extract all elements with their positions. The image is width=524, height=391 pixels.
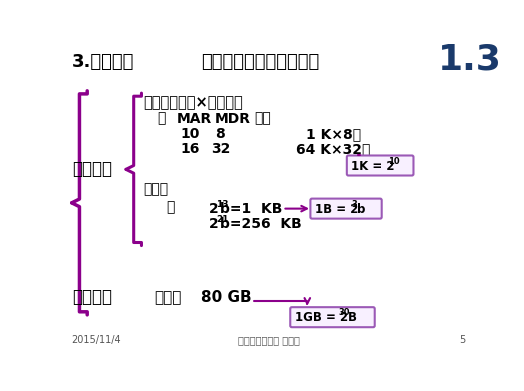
Text: 1.3: 1.3	[438, 42, 501, 76]
Text: 2: 2	[209, 217, 219, 231]
Text: b: b	[357, 203, 365, 216]
Text: b=256  KB: b=256 KB	[221, 217, 302, 231]
Text: 3.存储容量: 3.存储容量	[72, 53, 134, 71]
Text: 哈尔滨工业大学 刘宏伟: 哈尔滨工业大学 刘宏伟	[237, 335, 300, 345]
Text: 1K = 2: 1K = 2	[352, 160, 395, 173]
FancyBboxPatch shape	[310, 199, 381, 219]
Text: 30: 30	[339, 308, 350, 317]
Text: b=1  KB: b=1 KB	[221, 202, 283, 215]
Text: 5: 5	[459, 335, 465, 345]
Text: 主存容量: 主存容量	[72, 160, 112, 178]
Text: 8: 8	[215, 127, 225, 141]
Text: MAR: MAR	[176, 111, 212, 126]
Text: 2: 2	[209, 202, 219, 215]
FancyBboxPatch shape	[290, 307, 375, 327]
Text: MDR: MDR	[214, 111, 250, 126]
Text: 10: 10	[388, 157, 399, 166]
Text: 1GB = 2: 1GB = 2	[295, 312, 348, 325]
Text: 辅存容量: 辅存容量	[72, 288, 112, 306]
Text: 64 K×32位: 64 K×32位	[297, 142, 371, 156]
Text: 字节数: 字节数	[155, 290, 182, 305]
Text: 存放二进制信息的总位数: 存放二进制信息的总位数	[201, 53, 319, 71]
Text: 2015/11/4: 2015/11/4	[72, 335, 122, 345]
Text: 21: 21	[216, 215, 228, 224]
Text: 如: 如	[157, 111, 166, 126]
Text: 32: 32	[211, 142, 231, 156]
Text: 容量: 容量	[254, 111, 270, 126]
Text: 16: 16	[180, 142, 200, 156]
Text: 10: 10	[180, 127, 200, 141]
Text: 如: 如	[166, 200, 174, 214]
FancyBboxPatch shape	[347, 156, 413, 176]
Text: 3: 3	[352, 199, 357, 208]
Text: B: B	[347, 312, 357, 325]
Text: 存储单元个数×存储字长: 存储单元个数×存储字长	[143, 95, 243, 110]
Text: 1B = 2: 1B = 2	[315, 203, 358, 216]
Text: 80 GB: 80 GB	[201, 290, 252, 305]
Text: 13: 13	[216, 199, 228, 208]
Text: 1 K×8位: 1 K×8位	[305, 127, 361, 141]
Text: 字节数: 字节数	[143, 182, 168, 196]
